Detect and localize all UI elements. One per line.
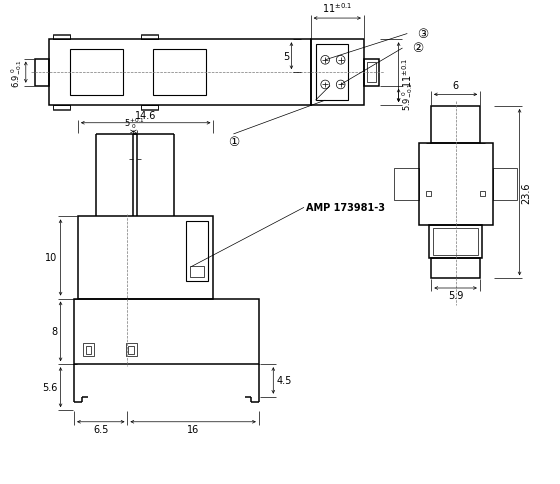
Bar <box>35 60 49 87</box>
Bar <box>74 299 259 364</box>
Text: ③: ③ <box>417 28 428 41</box>
Bar <box>141 35 158 40</box>
Bar <box>367 63 376 83</box>
Text: 11$^{\pm0.1}$: 11$^{\pm0.1}$ <box>322 1 352 15</box>
Bar <box>70 50 123 96</box>
Bar <box>394 168 419 201</box>
Bar <box>493 168 517 201</box>
Text: 6.5: 6.5 <box>93 424 109 434</box>
Bar <box>53 106 70 110</box>
Text: 16: 16 <box>187 424 199 434</box>
Bar <box>153 50 207 96</box>
Bar <box>128 346 134 354</box>
Bar <box>426 191 431 197</box>
Bar <box>419 144 493 226</box>
Bar <box>53 35 70 40</box>
Bar <box>53 106 70 109</box>
Bar <box>315 45 348 101</box>
Text: 10: 10 <box>45 253 58 263</box>
Text: 5: 5 <box>283 52 290 61</box>
Text: 5.6: 5.6 <box>43 382 58 393</box>
Bar <box>431 106 480 144</box>
Bar <box>49 40 311 106</box>
Text: 5.9$^{\ 0}_{-0.1}$: 5.9$^{\ 0}_{-0.1}$ <box>400 82 416 111</box>
Bar <box>141 36 158 40</box>
Text: ②: ② <box>412 43 423 55</box>
Text: 5$^{+0.1}_{\ 0}$: 5$^{+0.1}_{\ 0}$ <box>124 115 146 130</box>
Bar <box>430 226 482 258</box>
Text: 23.6: 23.6 <box>521 182 531 203</box>
Text: 6.9$^{\ 0}_{-0.1}$: 6.9$^{\ 0}_{-0.1}$ <box>9 59 24 88</box>
Bar <box>125 343 137 357</box>
Bar <box>141 106 158 110</box>
Bar <box>311 40 364 106</box>
Text: 6: 6 <box>452 81 459 91</box>
Bar <box>433 228 478 256</box>
Text: 5.9: 5.9 <box>448 290 463 300</box>
Text: 14.6: 14.6 <box>135 111 156 121</box>
Bar <box>86 346 91 354</box>
Bar <box>364 60 379 87</box>
Bar <box>186 222 208 282</box>
Text: 4.5: 4.5 <box>276 376 292 386</box>
Bar <box>190 266 204 278</box>
Text: AMP 173981-3: AMP 173981-3 <box>306 203 385 213</box>
Bar <box>480 191 485 197</box>
Text: 8: 8 <box>52 327 58 337</box>
Text: ①: ① <box>228 136 239 149</box>
Bar <box>78 217 213 299</box>
Bar <box>431 258 480 279</box>
Text: 11$^{\pm0.1}$: 11$^{\pm0.1}$ <box>400 58 414 88</box>
Bar <box>83 343 95 357</box>
Bar <box>53 36 70 40</box>
Bar <box>141 106 158 109</box>
